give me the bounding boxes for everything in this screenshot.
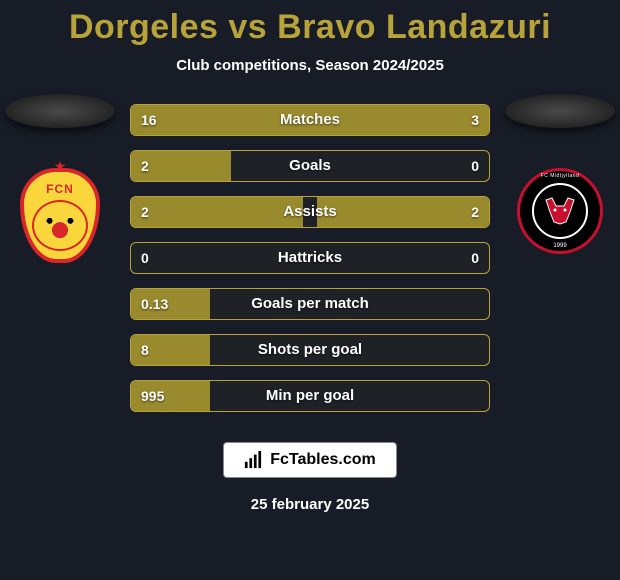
midtjylland-circle-icon: FC Midtjylland 1999	[517, 168, 603, 254]
source-label: FcTables.com	[270, 451, 376, 469]
stat-row: 0Hattricks0	[130, 242, 490, 274]
fcn-abbrev: FCN	[24, 182, 96, 196]
right-player-column: FC Midtjylland 1999	[500, 94, 620, 258]
stat-label: Assists	[131, 197, 489, 227]
stat-row: 2Goals0	[130, 150, 490, 182]
comparison-panel: ★ FCN FC Midtjylland 1999	[0, 94, 620, 434]
fcn-shield-icon: ★ FCN	[20, 168, 100, 263]
left-player-column: ★ FCN	[0, 94, 120, 258]
stat-row: 2Assists2	[130, 196, 490, 228]
stat-label: Goals per match	[131, 289, 489, 319]
date-label: 25 february 2025	[0, 496, 620, 513]
player-silhouette-left	[5, 94, 115, 128]
stat-value-right: 3	[461, 105, 489, 135]
wolf-head-icon	[542, 196, 578, 226]
right-club-badge: FC Midtjylland 1999	[515, 168, 605, 258]
fctables-badge: FcTables.com	[223, 442, 397, 478]
subtitle: Club competitions, Season 2024/2025	[0, 57, 620, 74]
stat-value-right: 0	[461, 151, 489, 181]
stat-row: 995Min per goal	[130, 380, 490, 412]
stat-row: 8Shots per goal	[130, 334, 490, 366]
stat-row: 16Matches3	[130, 104, 490, 136]
stat-label: Shots per goal	[131, 335, 489, 365]
stat-label: Matches	[131, 105, 489, 135]
source-footer: FcTables.com	[0, 442, 620, 478]
lion-face-icon	[32, 200, 88, 251]
star-icon: ★	[54, 158, 67, 175]
club-name-arc: FC Midtjylland	[520, 173, 600, 179]
club-year: 1999	[520, 243, 600, 249]
stat-value-right: 2	[461, 197, 489, 227]
left-club-badge: ★ FCN	[15, 168, 105, 258]
stats-list: 16Matches32Goals02Assists20Hattricks00.1…	[130, 104, 490, 426]
stat-label: Goals	[131, 151, 489, 181]
page-title: Dorgeles vs Bravo Landazuri	[0, 0, 620, 47]
stat-label: Hattricks	[131, 243, 489, 273]
stat-row: 0.13Goals per match	[130, 288, 490, 320]
stat-value-right: 0	[461, 243, 489, 273]
bars-icon	[244, 451, 262, 469]
player-silhouette-right	[505, 94, 615, 128]
stat-label: Min per goal	[131, 381, 489, 411]
